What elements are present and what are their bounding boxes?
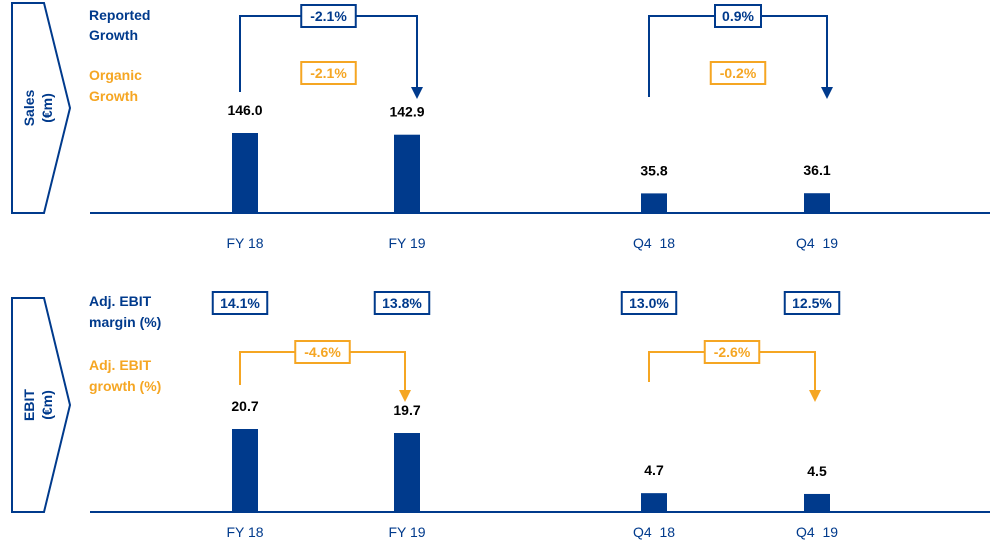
sales-legend: Reported Growth Organic Growth [89,7,150,104]
legend-organic-growth-line1: Organic [89,67,142,83]
data-label-fy-19: 19.7 [393,402,420,418]
data-label-fy-18: 146.0 [227,102,262,118]
reported-growth-label-1-box [714,4,762,28]
organic-growth-label-1-box [709,61,767,85]
tick-label-q4-18: Q4 18 [633,235,675,251]
ebit-growth-label-0: -4.6% [304,344,341,360]
ebit-chart: 20.7 FY 18 19.7 FY 19 4.7 Q4 18 4.5 Q4 19 14.1% 1… [211,291,841,540]
bar-fy-18 [232,133,258,213]
margin-label-q4-18: 13.0% [629,295,669,311]
reported-growth-label-0-box [300,4,357,28]
data-label-fy-19: 142.9 [389,104,424,120]
bar-q4-19 [804,193,830,213]
data-label-fy-18: 20.7 [231,398,258,414]
legend-ebit-growth-line1: Adj. EBIT [89,357,152,373]
sales-panel-label: Sales (€m) [11,2,72,214]
sales-panel-label-line2: (€m) [39,93,55,123]
ebit-panel-chevron [11,297,72,513]
ebit-panel-label-line2: (€m) [39,390,55,420]
tick-label-fy-18: FY 18 [226,235,263,251]
organic-growth-label-0-box [300,61,357,85]
reported-growth-label-0: -2.1% [310,8,347,24]
ebit-panel-label: EBIT (€m) [11,297,72,513]
tick-label-q4-19: Q4 19 [796,235,838,251]
organic-growth-label-1: -0.2% [720,65,757,81]
tick-label-q4-19: Q4 19 [796,524,838,540]
data-label-q4-19: 4.5 [807,463,827,479]
data-label-q4-18: 35.8 [640,162,667,178]
bar-q4-18 [641,493,667,512]
data-label-q4-19: 36.1 [803,162,830,178]
bar-q4-19 [804,493,830,512]
margin-label-fy-18: 14.1% [220,295,260,311]
tick-label-fy-18: FY 18 [226,524,263,540]
tick-label-fy-19: FY 19 [388,235,425,251]
bar-q4-18 [641,193,667,213]
bar-fy-19 [394,134,420,213]
legend-ebit-growth-line2: growth (%) [89,378,161,394]
margin-label-q4-18-box [620,291,678,315]
tick-label-fy-19: FY 19 [388,524,425,540]
legend-reported-growth-line2: Growth [89,27,138,43]
tick-label-q4-18: Q4 18 [633,524,675,540]
ebit-growth-label-1: -2.6% [714,344,751,360]
margin-label-q4-19-box [783,291,841,315]
margin-label-fy-19-box [373,291,431,315]
sales-panel-chevron [11,2,72,214]
margin-label-fy-19: 13.8% [382,295,422,311]
organic-growth-label-0: -2.1% [310,65,347,81]
margin-label-fy-18-box [211,291,269,315]
sales-panel-label-line1: Sales [21,89,37,126]
ebit-legend: Adj. EBIT margin (%) Adj. EBIT growth (%… [89,293,161,394]
bar-fy-18 [232,429,258,512]
ebit-growth-label-0-box [294,340,351,364]
legend-reported-growth-line1: Reported [89,7,150,23]
legend-organic-growth-line2: Growth [89,88,138,104]
legend-ebit-margin-line1: Adj. EBIT [89,293,152,309]
ebit-growth-label-1-box [703,340,761,364]
data-label-q4-18: 4.7 [644,462,664,478]
bar-fy-19 [394,433,420,512]
legend-ebit-margin-line2: margin (%) [89,314,161,330]
sales-chart: 146.0 FY 18 142.9 FY 19 35.8 Q4 18 36.1 Q4 19 -2… [226,4,838,251]
margin-label-q4-19: 12.5% [792,295,832,311]
reported-growth-label-1: 0.9% [722,8,754,24]
ebit-panel-label-line1: EBIT [21,389,37,421]
